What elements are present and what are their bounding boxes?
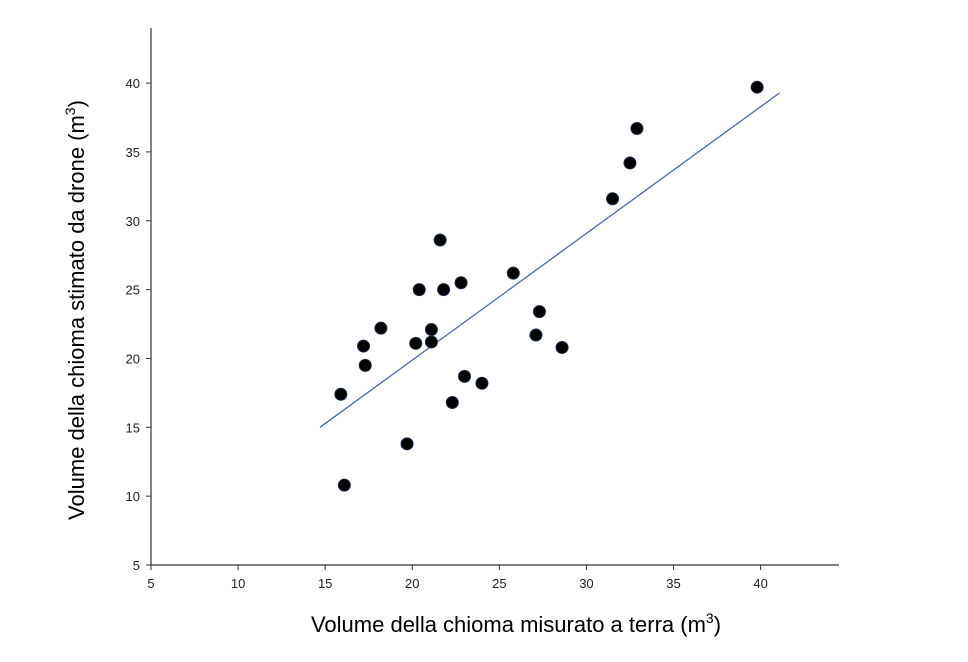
data-point <box>555 340 569 354</box>
fit-line <box>319 92 781 428</box>
y-tick-label: 40 <box>126 76 140 91</box>
data-point <box>334 387 348 401</box>
x-tick-label: 30 <box>579 576 593 591</box>
y-tick-label: 20 <box>126 351 140 366</box>
data-point <box>433 233 447 247</box>
x-tick-label: 20 <box>405 576 419 591</box>
data-point <box>358 358 372 372</box>
y-axis-title: Volume della chioma stimato da drone (m3… <box>62 100 89 520</box>
data-point <box>424 323 438 337</box>
data-point <box>475 376 489 390</box>
data-point <box>630 122 644 136</box>
data-point <box>623 156 637 170</box>
data-point <box>454 276 468 290</box>
data-point <box>437 283 451 297</box>
x-tick-label: 15 <box>318 576 332 591</box>
data-point <box>337 478 351 492</box>
y-tick-label: 10 <box>126 489 140 504</box>
y-tick-label: 35 <box>126 145 140 160</box>
y-ticks: 5 10 15 20 25 30 35 40 <box>126 76 151 573</box>
x-tick-label: 25 <box>492 576 506 591</box>
data-point <box>750 80 764 94</box>
data-point <box>606 192 620 206</box>
data-point <box>424 335 438 349</box>
data-point <box>412 283 426 297</box>
data-point <box>532 305 546 319</box>
data-point <box>374 321 388 335</box>
axes <box>150 28 839 566</box>
y-tick-label: 25 <box>126 283 140 298</box>
fit-layer <box>319 92 781 428</box>
data-point <box>445 396 459 410</box>
y-tick-label: 15 <box>126 420 140 435</box>
data-point <box>529 328 543 342</box>
x-ticks: 5 10 15 20 25 30 35 40 <box>147 565 768 591</box>
data-point <box>409 336 423 350</box>
x-tick-label: 5 <box>147 576 154 591</box>
data-point <box>356 339 370 353</box>
points-layer <box>334 80 764 492</box>
x-tick-label: 35 <box>666 576 680 591</box>
data-point <box>458 369 472 383</box>
x-axis-title: Volume della chioma misurato a terra (m3… <box>311 610 721 637</box>
data-point <box>400 437 414 451</box>
y-tick-label: 5 <box>133 558 140 573</box>
data-point <box>506 266 520 280</box>
x-tick-label: 40 <box>753 576 767 591</box>
x-tick-label: 10 <box>231 576 245 591</box>
y-tick-label: 30 <box>126 214 140 229</box>
